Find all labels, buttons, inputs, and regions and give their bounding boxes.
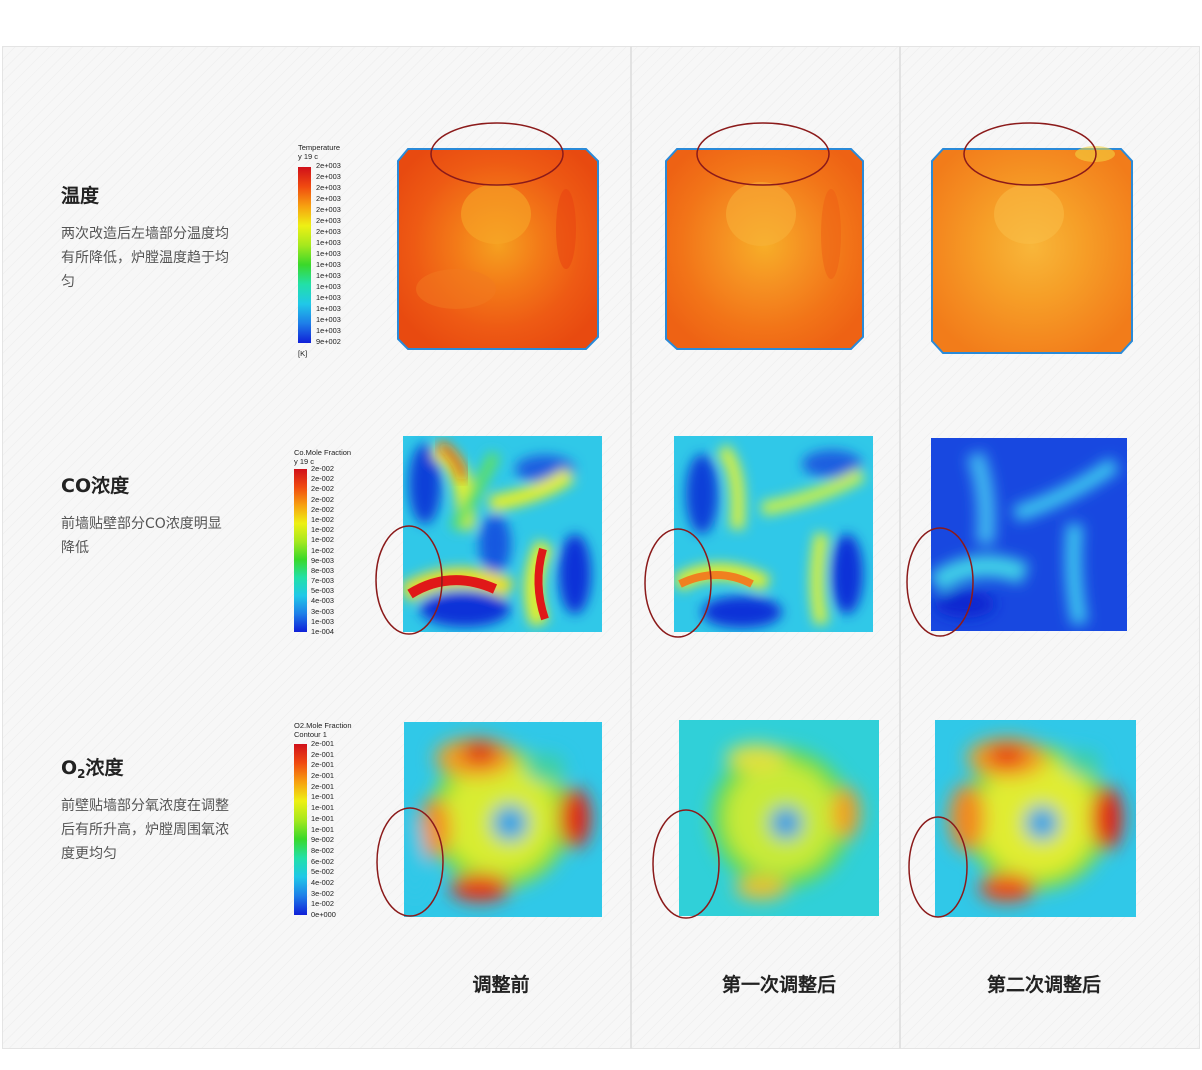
legend-tick-label: 2e+003 — [316, 194, 341, 203]
legend-unit: [K] — [298, 349, 308, 358]
legend-title: Temperature — [298, 143, 341, 152]
highlight-ellipse — [644, 528, 712, 638]
highlight-ellipse — [430, 122, 564, 186]
legend-tick-label: 8e-002 — [311, 845, 335, 855]
legend-tick-label: 9e+002 — [316, 337, 341, 346]
legend-tick-label: 4e-003 — [311, 596, 335, 606]
legend-tick-label: 8e-003 — [311, 565, 335, 575]
highlight-ellipse — [906, 527, 974, 637]
legend-tick-label: 1e-001 — [311, 792, 335, 802]
column-label-before: 调整前 — [472, 974, 530, 996]
legend-tick-label: 2e-002 — [311, 494, 335, 504]
highlight-ellipse — [696, 122, 830, 186]
legend-tick-label: 1e-002 — [311, 545, 335, 555]
legend-tick-label: 2e-001 — [311, 739, 335, 748]
legend-tick-label: 2e-002 — [311, 474, 335, 484]
legend-tick-label: 1e-002 — [311, 535, 335, 545]
legend-tick-label: 2e+003 — [316, 172, 341, 181]
column-divider-2 — [899, 46, 901, 1049]
legend-tick-label: 2e-002 — [311, 464, 335, 473]
legend-tick-label: 2e-001 — [311, 749, 335, 759]
highlight-ellipse — [652, 809, 720, 919]
co-map-before — [375, 434, 605, 639]
legend-tick-label: 6e-002 — [311, 856, 335, 866]
legend-tick-label: 4e-002 — [311, 877, 335, 887]
legend-tick-label: 1e+003 — [316, 293, 341, 302]
legend-color-bar — [298, 167, 311, 343]
legend-tick-label: 1e-004 — [311, 627, 335, 636]
legend-tick-label: 3e-003 — [311, 606, 335, 616]
legend-tick-label: 1e+003 — [316, 326, 341, 335]
legend-tick-label: 1e+003 — [316, 249, 341, 258]
legend-tick-label: 5e-003 — [311, 586, 335, 596]
legend-tick-label: 2e+003 — [316, 205, 341, 214]
legend-tick-label: 2e+003 — [316, 161, 341, 170]
highlight-ellipse — [908, 816, 968, 918]
row-title-co: CO浓度 — [61, 475, 130, 497]
o2-map-second — [907, 718, 1139, 920]
row-desc-o2: 前壁贴墙部分氧浓度在调整后有所升高，炉膛周围氧浓度更均匀 — [61, 798, 229, 862]
legend-tick-label: 2e-002 — [311, 484, 335, 494]
legend-tick-label: 2e-001 — [311, 760, 335, 770]
row-desc-co: 前墙贴壁部分CO浓度明显降低 — [61, 516, 222, 556]
legend-title: O2.Mole Fraction — [294, 721, 352, 730]
co-legend: Co.Mole Fraction y 19 c 2e-002 2e-002 2e-0… — [294, 448, 364, 638]
temperature-map-before — [396, 119, 606, 355]
legend-tick-label: 2e-002 — [311, 504, 335, 514]
legend-color-bar — [294, 744, 307, 915]
temperature-map-second — [929, 119, 1139, 355]
highlight-ellipse — [375, 525, 443, 635]
legend-tick-label: 9e-003 — [311, 555, 335, 565]
highlight-ellipse — [376, 807, 444, 917]
legend-tick-label: 1e+003 — [316, 315, 341, 324]
legend-tick-label: 3e-002 — [311, 888, 335, 898]
column-divider-1 — [630, 46, 632, 1049]
co-map-first — [642, 434, 874, 639]
legend-tick-label: 2e-001 — [311, 771, 335, 781]
legend-tick-label: 1e-001 — [311, 824, 335, 834]
column-label-first: 第一次调整后 — [721, 974, 836, 996]
legend-tick-label: 2e+003 — [316, 183, 341, 192]
o2-map-first — [651, 718, 881, 920]
legend-tick-label: 1e-002 — [311, 525, 335, 535]
legend-color-bar — [294, 469, 307, 632]
legend-tick-label: 1e-001 — [311, 803, 335, 813]
column-label-second: 第二次调整后 — [986, 974, 1101, 996]
temperature-map-first — [663, 119, 868, 355]
legend-tick-label: 1e-001 — [311, 813, 335, 823]
legend-tick-label: 1e-002 — [311, 514, 335, 524]
legend-tick-label: 2e-001 — [311, 781, 335, 791]
legend-tick-label: 1e+003 — [316, 271, 341, 280]
legend-tick-label: 1e+003 — [316, 282, 341, 291]
o2-map-before — [375, 718, 605, 920]
legend-subtitle: y 19 c — [298, 152, 319, 161]
legend-tick-label: 2e+003 — [316, 216, 341, 225]
legend-tick-label: 1e-002 — [311, 899, 335, 909]
temperature-legend: Temperature y 19 c 2e+003 2e+003 2e+003 2e+… — [298, 143, 368, 363]
legend-tick-label: 7e-003 — [311, 576, 335, 586]
legend-tick-label: 5e-002 — [311, 867, 335, 877]
legend-tick-label: 9e-002 — [311, 835, 335, 845]
o2-legend: O2.Mole Fraction Contour 1 2e-001 2e-001 2… — [294, 721, 364, 921]
legend-tick-label: 0e+000 — [311, 910, 336, 919]
co-map-second — [905, 434, 1130, 639]
legend-tick-label: 1e+003 — [316, 238, 341, 247]
row-title-o2: O2浓度 — [61, 757, 124, 781]
legend-tick-label: 1e-003 — [311, 616, 335, 626]
row-title-temperature: 温度 — [61, 185, 100, 207]
legend-subtitle: Contour 1 — [294, 730, 327, 739]
row-desc-temperature: 两次改造后左墙部分温度均有所降低，炉膛温度趋于均匀 — [61, 226, 229, 290]
legend-title: Co.Mole Fraction — [294, 448, 352, 457]
highlight-ellipse — [963, 122, 1097, 186]
legend-subtitle: y 19 c — [294, 457, 315, 466]
legend-tick-label: 2e+003 — [316, 227, 341, 236]
legend-tick-label: 1e+003 — [316, 260, 341, 269]
legend-tick-label: 1e+003 — [316, 304, 341, 313]
